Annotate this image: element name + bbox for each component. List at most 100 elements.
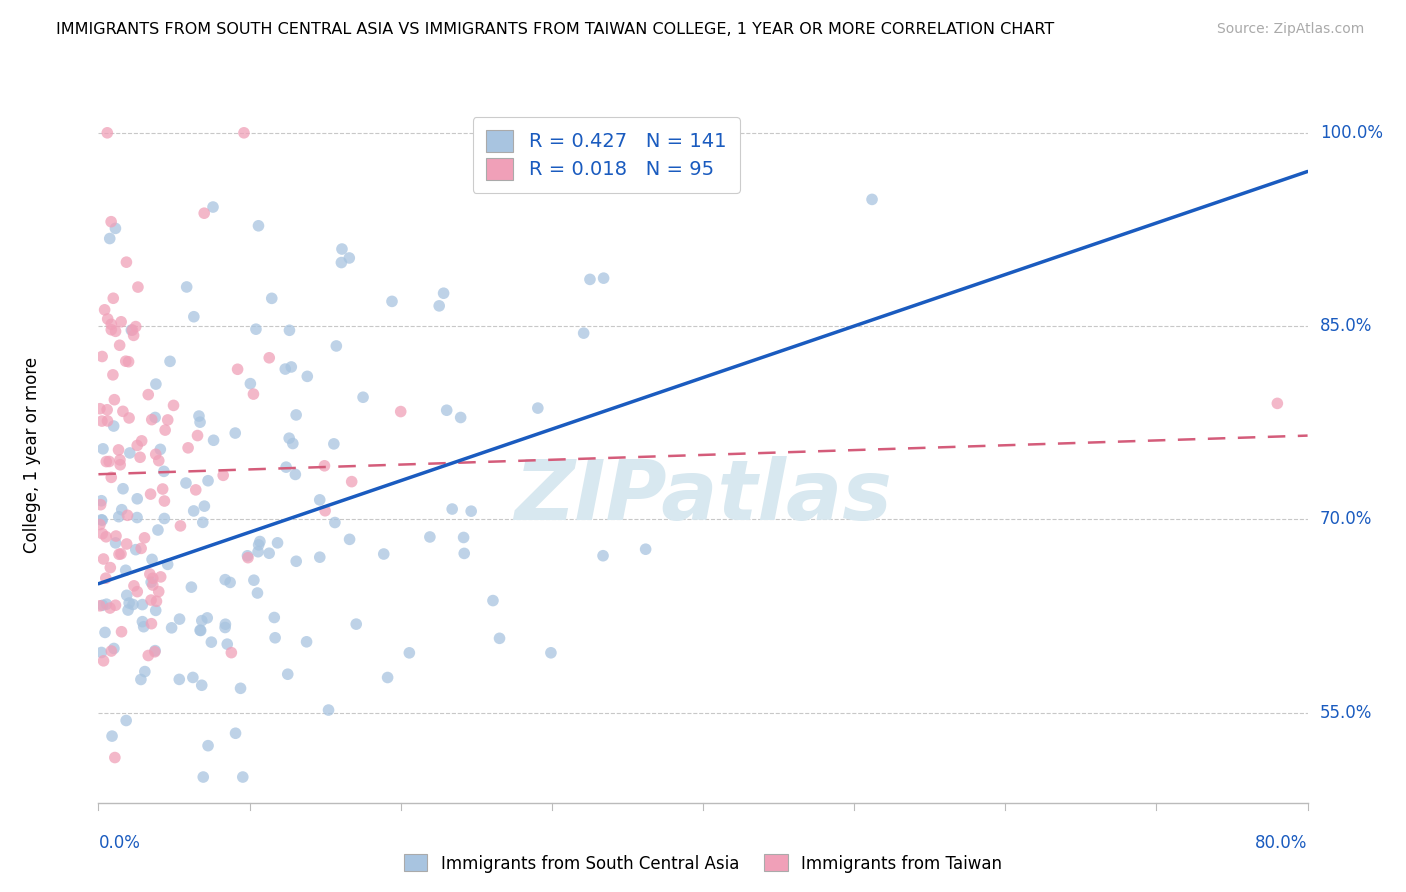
Point [90, 493, 112, 508]
Point [579, 272, 602, 286]
Point [141, 552, 163, 566]
Point [247, 219, 270, 233]
Point [108, 338, 131, 352]
Point [89, 517, 111, 532]
Point [125, 542, 148, 557]
Point [197, 474, 219, 488]
Point [142, 578, 165, 592]
Point [174, 476, 197, 491]
Point [381, 294, 404, 309]
Point [98, 454, 121, 468]
Point [325, 339, 347, 353]
Point [131, 615, 153, 629]
Point [143, 645, 166, 659]
Text: 80.0%: 80.0% [1256, 834, 1308, 852]
Point [285, 408, 308, 422]
Point [188, 409, 211, 423]
Point [139, 487, 162, 501]
Point [572, 326, 595, 340]
Point [339, 533, 361, 547]
Point [330, 242, 353, 256]
Point [122, 598, 145, 612]
Point [105, 529, 128, 543]
Point [308, 492, 330, 507]
Point [247, 545, 270, 559]
Point [104, 536, 127, 550]
Point [145, 603, 167, 617]
Point [323, 516, 346, 530]
Point [195, 611, 218, 625]
Point [183, 310, 205, 324]
Point [139, 593, 162, 607]
Point [98, 231, 121, 245]
Point [860, 193, 883, 207]
Point [91, 513, 114, 527]
Legend: Immigrants from South Central Asia, Immigrants from Taiwan: Immigrants from South Central Asia, Immi… [398, 847, 1008, 880]
Point [149, 442, 172, 457]
Point [101, 729, 124, 743]
Point [314, 458, 336, 473]
Point [121, 323, 143, 337]
Point [103, 641, 125, 656]
Point [340, 475, 363, 489]
Point [330, 255, 353, 269]
Point [145, 377, 167, 392]
Point [377, 671, 399, 685]
Point [344, 617, 367, 632]
Point [89, 401, 111, 416]
Point [94, 571, 117, 585]
Point [145, 447, 167, 461]
Point [224, 425, 246, 440]
Point [94, 530, 117, 544]
Point [373, 547, 395, 561]
Point [239, 376, 262, 391]
Point [104, 221, 127, 235]
Point [337, 251, 360, 265]
Point [482, 593, 505, 607]
Point [169, 519, 191, 533]
Point [122, 328, 145, 343]
Point [93, 302, 115, 317]
Point [249, 534, 271, 549]
Point [263, 610, 285, 624]
Point [592, 549, 614, 563]
Point [153, 494, 176, 508]
Point [103, 419, 125, 434]
Point [212, 468, 235, 483]
Point [314, 504, 336, 518]
Point [91, 442, 114, 456]
Point [214, 573, 236, 587]
Point [115, 255, 138, 269]
Point [107, 509, 129, 524]
Point [389, 404, 412, 418]
Point [134, 531, 156, 545]
Point [191, 516, 214, 530]
Point [284, 467, 307, 482]
Point [162, 398, 184, 412]
Point [89, 599, 111, 613]
Point [453, 546, 475, 560]
Point [436, 403, 458, 417]
Point [141, 412, 163, 426]
Point [122, 579, 145, 593]
Point [91, 350, 114, 364]
Point [139, 567, 162, 582]
Point [201, 200, 224, 214]
Point [232, 770, 254, 784]
Point [460, 504, 482, 518]
Point [115, 588, 138, 602]
Point [274, 460, 297, 475]
Point [129, 541, 152, 556]
Point [115, 537, 138, 551]
Point [1267, 396, 1289, 410]
Point [193, 499, 215, 513]
Point [134, 665, 156, 679]
Point [96, 454, 118, 468]
Point [93, 654, 115, 668]
Point [219, 575, 242, 590]
Point [127, 280, 149, 294]
Point [247, 538, 270, 552]
Point [111, 502, 134, 516]
Point [246, 586, 269, 600]
Point [149, 570, 172, 584]
